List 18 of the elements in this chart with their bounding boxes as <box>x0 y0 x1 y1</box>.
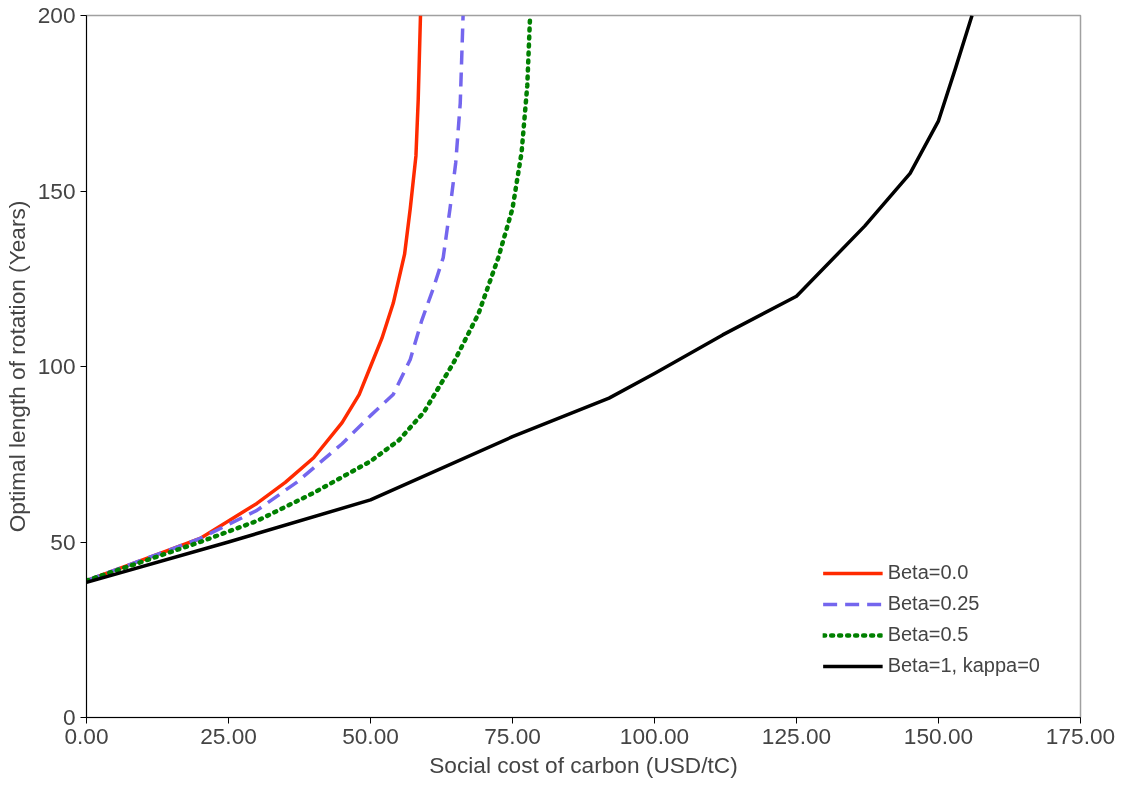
x-tick-label: 175.00 <box>1045 722 1116 749</box>
y-tick-label: 100 <box>37 353 76 379</box>
x-tick-label: 100.00 <box>619 722 690 749</box>
legend-label: Beta=0.0 <box>887 561 969 584</box>
x-tick-label: 75.00 <box>484 722 541 749</box>
line-series <box>86 15 533 583</box>
x-tick-label: 125.00 <box>761 722 832 749</box>
x-tick-label: 50.00 <box>342 722 399 749</box>
x-tick-label: 25.00 <box>200 722 257 749</box>
legend-label: Beta=0.25 <box>887 592 980 615</box>
y-tick-label: 200 <box>37 2 76 28</box>
y-tick-label: 150 <box>37 177 76 204</box>
y-axis-title: Optimal length of rotation (Years) <box>3 200 30 533</box>
x-tick-label: 150.00 <box>903 722 974 749</box>
y-tick-label: 50 <box>50 528 76 555</box>
legend-label: Beta=0.5 <box>887 623 969 646</box>
legend-label: Beta=1, kappa=0 <box>887 654 1040 677</box>
x-axis-title: Social cost of carbon (USD/tC) <box>429 751 738 778</box>
